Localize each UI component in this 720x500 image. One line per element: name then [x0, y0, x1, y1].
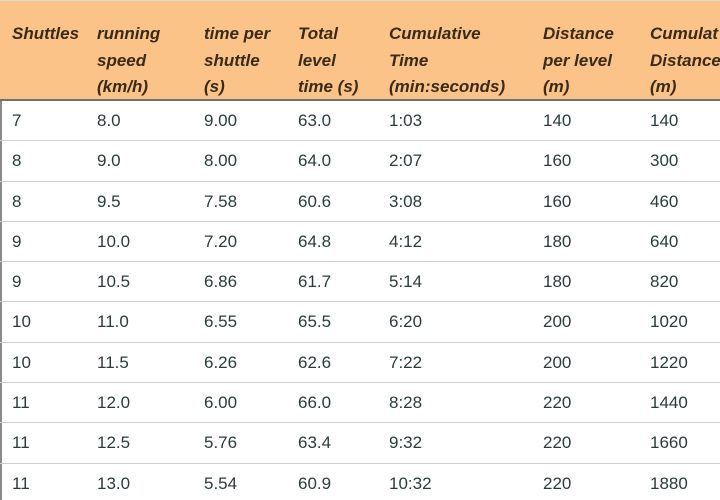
- cell-distance-per-level: 220: [543, 473, 572, 493]
- table-body: 7 8.0 9.00 63.0 1:03 140 140 8 9.0 8.00 64.0 2:07 16…: [0, 101, 720, 500]
- table-row: 8 9.5 7.58 60.6 3:08 160 460: [0, 182, 720, 222]
- header-distance-per-level: Distance per level (m): [543, 24, 614, 96]
- cell-cumulative-distance: 300: [650, 151, 679, 171]
- cell-shuttles: 7: [12, 111, 22, 130]
- cell-cumulative-distance: 1220: [650, 352, 688, 372]
- header-time-per-shuttle: time per shuttle (s): [204, 24, 271, 96]
- cell-cumulative-distance: 1660: [650, 433, 688, 453]
- cell-time-per-shuttle: 6.26: [204, 352, 238, 372]
- cell-running-speed: 12.0: [97, 393, 131, 413]
- cell-distance-per-level: 140: [543, 111, 572, 130]
- cell-shuttles: 9: [12, 231, 22, 251]
- cell-total-level-time: 60.6: [298, 191, 332, 211]
- cell-cumulative-time: 10:32: [389, 473, 432, 493]
- cell-running-speed: 11.0: [97, 312, 129, 332]
- cell-distance-per-level: 160: [543, 151, 572, 171]
- table-row: 11 12.5 5.76 63.4 9:32 220 1660: [0, 423, 720, 464]
- table-left-border: [0, 0, 2, 500]
- cell-shuttles: 8: [12, 151, 22, 171]
- cell-distance-per-level: 160: [543, 191, 572, 211]
- cell-shuttles: 8: [12, 191, 22, 211]
- table-row: 10 11.5 6.26 62.6 7:22 200 1220: [0, 343, 720, 384]
- cell-time-per-shuttle: 5.76: [204, 433, 238, 453]
- cell-cumulative-distance: 1880: [650, 473, 688, 493]
- cell-running-speed: 13.0: [97, 473, 131, 493]
- header-running-speed: running speed (km/h): [97, 24, 161, 96]
- cell-distance-per-level: 220: [543, 433, 572, 453]
- cell-running-speed: 9.0: [97, 151, 121, 171]
- table-header-row: Shuttles running speed (km/h) time per s…: [0, 0, 720, 101]
- cell-total-level-time: 62.6: [298, 352, 332, 372]
- header-shuttles: Shuttles: [12, 24, 80, 43]
- cell-distance-per-level: 180: [543, 272, 572, 292]
- cell-shuttles: 9: [12, 272, 22, 292]
- cell-cumulative-time: 4:12: [389, 231, 423, 251]
- cell-cumulative-time: 2:07: [389, 151, 423, 171]
- cell-total-level-time: 66.0: [298, 393, 332, 413]
- cell-total-level-time: 61.7: [298, 272, 332, 292]
- cell-time-per-shuttle: 8.00: [204, 151, 238, 171]
- cell-running-speed: 12.5: [97, 433, 131, 453]
- table-row: 8 9.0 8.00 64.0 2:07 160 300: [0, 141, 720, 182]
- cell-time-per-shuttle: 5.54: [204, 473, 238, 493]
- cell-shuttles: 10: [12, 352, 31, 372]
- cell-running-speed: 8.0: [97, 111, 121, 130]
- cell-cumulative-distance: 140: [650, 111, 679, 130]
- cell-cumulative-time: 3:08: [389, 191, 423, 211]
- cell-time-per-shuttle: 7.58: [204, 191, 238, 211]
- cell-time-per-shuttle: 6.86: [204, 272, 238, 292]
- cell-shuttles: 11: [12, 393, 30, 413]
- header-cumulative-distance: Cumulat Distance (m): [650, 24, 720, 96]
- cell-total-level-time: 63.0: [298, 111, 332, 130]
- cell-cumulative-time: 1:03: [389, 111, 423, 130]
- cell-distance-per-level: 200: [543, 312, 572, 332]
- cell-cumulative-distance: 820: [650, 272, 679, 292]
- table-row: 9 10.5 6.86 61.7 5:14 180 820: [0, 262, 720, 303]
- cell-running-speed: 9.5: [97, 191, 121, 211]
- cell-cumulative-distance: 1440: [650, 393, 688, 413]
- table-row: 10 11.0 6.55 65.5 6:20 200 1020: [0, 302, 720, 343]
- cell-time-per-shuttle: 6.55: [204, 312, 238, 332]
- cell-time-per-shuttle: 7.20: [204, 231, 238, 251]
- cell-cumulative-time: 8:28: [389, 393, 423, 413]
- cell-cumulative-time: 7:22: [389, 352, 423, 372]
- cell-distance-per-level: 200: [543, 352, 572, 372]
- cell-cumulative-distance: 640: [650, 231, 679, 251]
- cell-cumulative-time: 6:20: [389, 312, 423, 332]
- table-row: 11 13.0 5.54 60.9 10:32 220 1880: [0, 464, 720, 500]
- cell-distance-per-level: 180: [543, 231, 572, 251]
- cell-cumulative-distance: 1020: [650, 312, 688, 332]
- cell-cumulative-distance: 460: [650, 191, 679, 211]
- header-total-level-time: Total level time (s): [298, 24, 359, 96]
- table-row: 11 12.0 6.00 66.0 8:28 220 1440: [0, 383, 720, 424]
- cell-time-per-shuttle: 9.00: [204, 111, 238, 130]
- cell-running-speed: 10.0: [97, 231, 131, 251]
- cell-cumulative-time: 5:14: [389, 272, 423, 292]
- cell-shuttles: 10: [12, 312, 31, 332]
- cell-shuttles: 11: [12, 433, 30, 453]
- cell-time-per-shuttle: 6.00: [204, 393, 238, 413]
- cell-running-speed: 11.5: [97, 352, 129, 372]
- cell-total-level-time: 65.5: [298, 312, 332, 332]
- cell-total-level-time: 64.0: [298, 151, 332, 171]
- table-row: 9 10.0 7.20 64.8 4:12 180 640: [0, 222, 720, 263]
- cell-total-level-time: 60.9: [298, 473, 332, 493]
- cell-running-speed: 10.5: [97, 272, 131, 292]
- cell-total-level-time: 63.4: [298, 433, 332, 453]
- header-cumulative-time: Cumulative Time (min:seconds): [389, 24, 506, 96]
- cell-total-level-time: 64.8: [298, 231, 332, 251]
- cell-distance-per-level: 220: [543, 393, 572, 413]
- table-row: 7 8.0 9.00 63.0 1:03 140 140: [0, 101, 720, 142]
- cell-cumulative-time: 9:32: [389, 433, 423, 453]
- cell-shuttles: 11: [12, 473, 30, 493]
